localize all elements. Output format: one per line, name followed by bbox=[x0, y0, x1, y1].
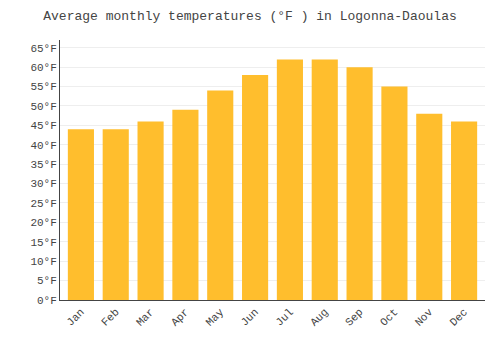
svg-text:40°F: 40°F bbox=[30, 140, 56, 152]
svg-text:45°F: 45°F bbox=[30, 120, 56, 132]
svg-text:5°F: 5°F bbox=[37, 275, 57, 287]
svg-text:Aug: Aug bbox=[308, 306, 330, 328]
svg-text:Dec: Dec bbox=[448, 306, 470, 328]
svg-text:Nov: Nov bbox=[413, 306, 436, 329]
svg-text:0°F: 0°F bbox=[37, 295, 57, 307]
svg-text:25°F: 25°F bbox=[30, 198, 56, 210]
svg-text:Sep: Sep bbox=[343, 306, 365, 328]
svg-text:50°F: 50°F bbox=[30, 101, 56, 113]
svg-text:Feb: Feb bbox=[99, 306, 121, 328]
svg-text:20°F: 20°F bbox=[30, 217, 56, 229]
svg-text:Oct: Oct bbox=[378, 306, 400, 328]
svg-text:Jan: Jan bbox=[64, 306, 86, 328]
svg-text:15°F: 15°F bbox=[30, 237, 56, 249]
svg-text:60°F: 60°F bbox=[30, 62, 56, 74]
svg-text:Jul: Jul bbox=[273, 306, 295, 328]
svg-text:30°F: 30°F bbox=[30, 178, 56, 190]
svg-text:55°F: 55°F bbox=[30, 81, 56, 93]
svg-text:65°F: 65°F bbox=[30, 43, 56, 55]
svg-text:Apr: Apr bbox=[169, 306, 191, 328]
svg-text:10°F: 10°F bbox=[30, 256, 56, 268]
svg-text:Mar: Mar bbox=[134, 306, 156, 328]
svg-text:May: May bbox=[204, 306, 227, 329]
svg-text:Average monthly temperatures (: Average monthly temperatures (°F ) in Lo… bbox=[43, 9, 456, 24]
svg-text:35°F: 35°F bbox=[30, 159, 56, 171]
svg-text:Jun: Jun bbox=[239, 306, 261, 328]
